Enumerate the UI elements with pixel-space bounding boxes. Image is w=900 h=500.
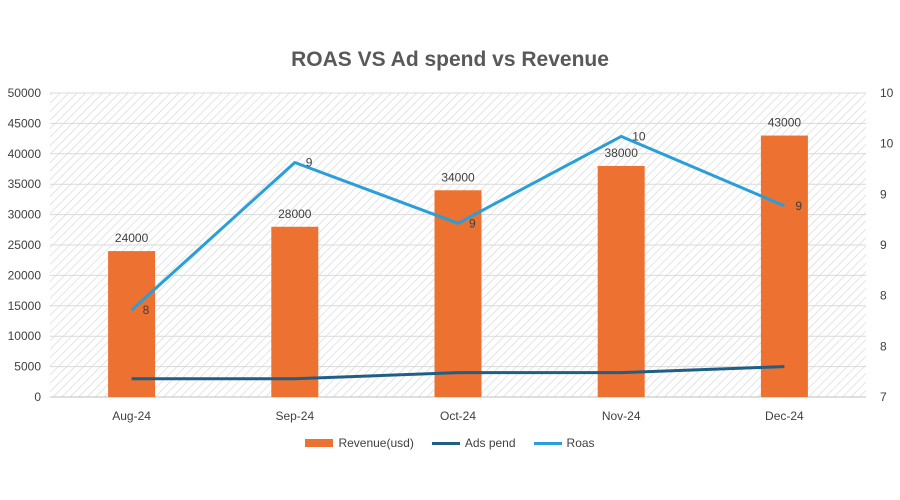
legend-item-revenue: Revenue(usd) <box>305 436 414 450</box>
bar-data-label: 43000 <box>768 116 802 130</box>
roas-data-label: 9 <box>306 155 313 169</box>
y-tick-label: 15000 <box>8 299 42 313</box>
y-tick-label: 45000 <box>8 116 42 130</box>
series-line-ads-spend <box>131 365 785 381</box>
legend-label-ads-spend: Ads pend <box>464 436 516 450</box>
bar-data-label: 34000 <box>441 170 475 184</box>
legend-label-revenue: Revenue(usd) <box>338 436 414 450</box>
y-tick-label: 0 <box>34 390 41 404</box>
y2-tick-label: 9 <box>880 238 887 252</box>
y-tick-label: 20000 <box>8 268 42 282</box>
bar-data-label: 28000 <box>278 207 312 221</box>
roas-data-label: 8 <box>143 303 150 317</box>
y2-tick-label: 9 <box>880 187 887 201</box>
bar <box>760 135 808 397</box>
legend-item-roas: Roas <box>533 436 595 450</box>
legend-label-roas: Roas <box>566 436 595 450</box>
x-tick-label: Sep-24 <box>275 409 314 423</box>
legend-swatch-roas <box>533 441 562 445</box>
roas-data-label: 10 <box>632 129 646 143</box>
y-tick-label: 5000 <box>14 360 41 374</box>
x-tick-label: Nov-24 <box>602 409 641 423</box>
x-tick-label: Dec-24 <box>765 409 804 423</box>
bar <box>108 251 156 397</box>
y-tick-label: 50000 <box>8 86 42 100</box>
y-tick-label: 30000 <box>8 208 42 222</box>
legend-swatch-revenue <box>305 439 334 447</box>
bar-data-label: 24000 <box>115 231 149 245</box>
bar-data-label: 38000 <box>605 146 639 160</box>
legend: Revenue(usd) Ads pend Roas <box>0 436 900 450</box>
y-tick-label: 40000 <box>8 147 42 161</box>
legend-swatch-ads-spend <box>431 441 460 445</box>
y2-tick-label: 7 <box>880 390 887 404</box>
roas-data-label: 9 <box>469 216 476 230</box>
legend-item-ads-spend: Ads pend <box>431 436 516 450</box>
y-tick-label: 10000 <box>8 329 42 343</box>
bar <box>597 165 645 397</box>
y-tick-label: 25000 <box>8 238 42 252</box>
y2-tick-label: 8 <box>880 289 887 303</box>
y2-tick-label: 8 <box>880 339 887 353</box>
roas-data-label: 9 <box>795 199 802 213</box>
y-tick-label: 35000 <box>8 177 42 191</box>
bar <box>271 226 319 397</box>
series-line-roas <box>130 134 785 312</box>
chart-title: ROAS VS Ad spend vs Revenue <box>291 48 609 71</box>
y2-tick-label: 10 <box>880 137 894 151</box>
x-tick-label: Aug-24 <box>112 409 151 423</box>
y2-tick-label: 10 <box>880 86 894 100</box>
x-tick-label: Oct-24 <box>440 409 476 423</box>
